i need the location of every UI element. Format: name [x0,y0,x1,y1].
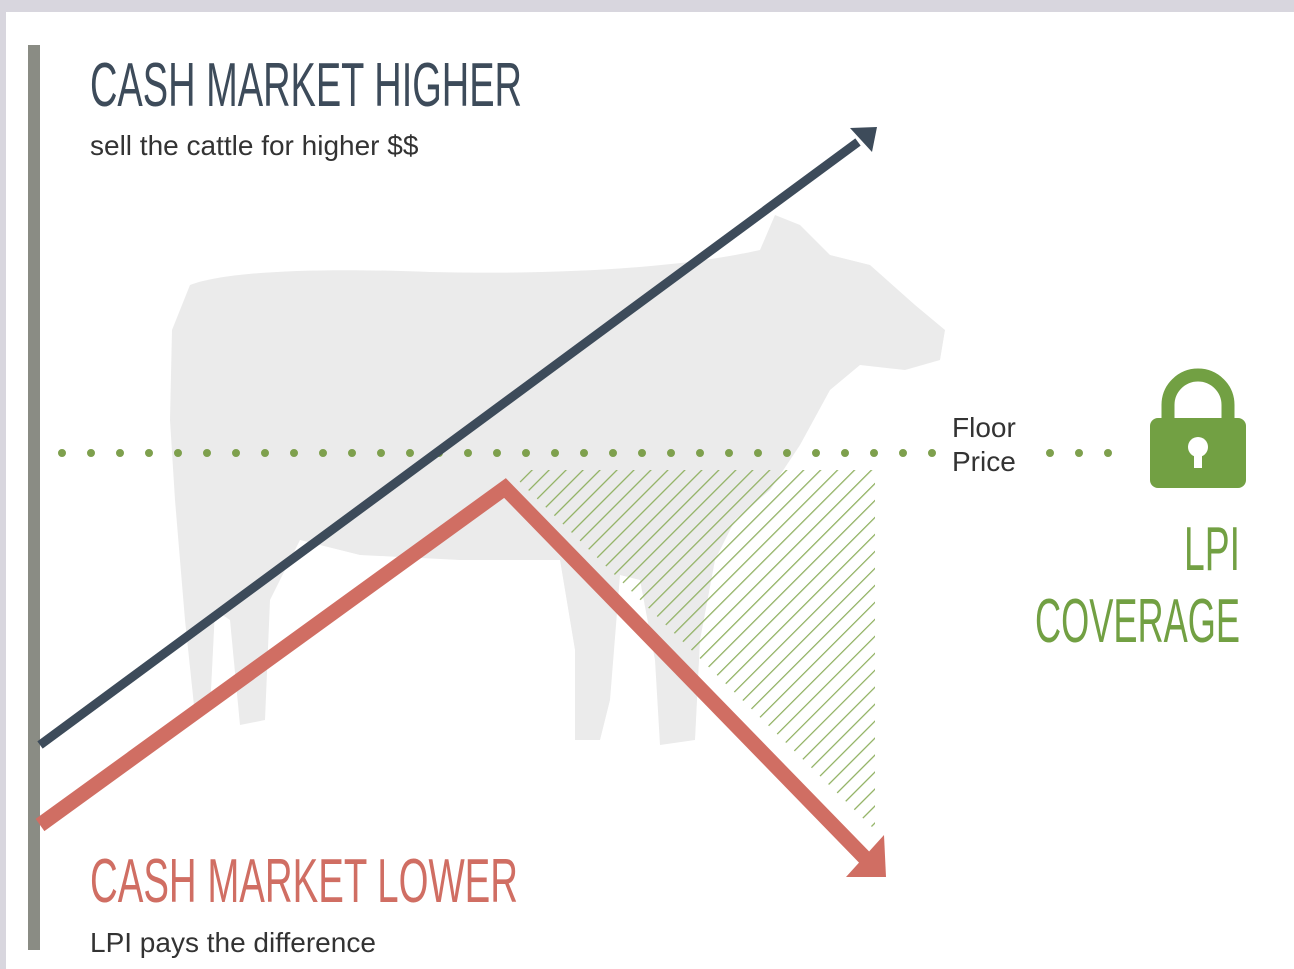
bottom-subtitle: LPI pays the difference [90,927,376,958]
page: {"top": {"title": "CASH MARKET HIGHER", … [0,0,1294,969]
top-title: CASH MARKET HIGHER [90,51,522,120]
coverage-label: COVERAGE [1035,587,1240,656]
bottom-title: CASH MARKET LOWER [90,847,518,916]
top-subtitle: sell the cattle for higher $$ [90,130,419,161]
coverage-label: LPI [1184,515,1240,584]
floor-label: Floor [952,412,1016,443]
floor-label: Price [952,446,1016,477]
diagram: CASH MARKET HIGHER sell the cattle for h… [0,0,1294,969]
axis-bar [28,45,40,950]
